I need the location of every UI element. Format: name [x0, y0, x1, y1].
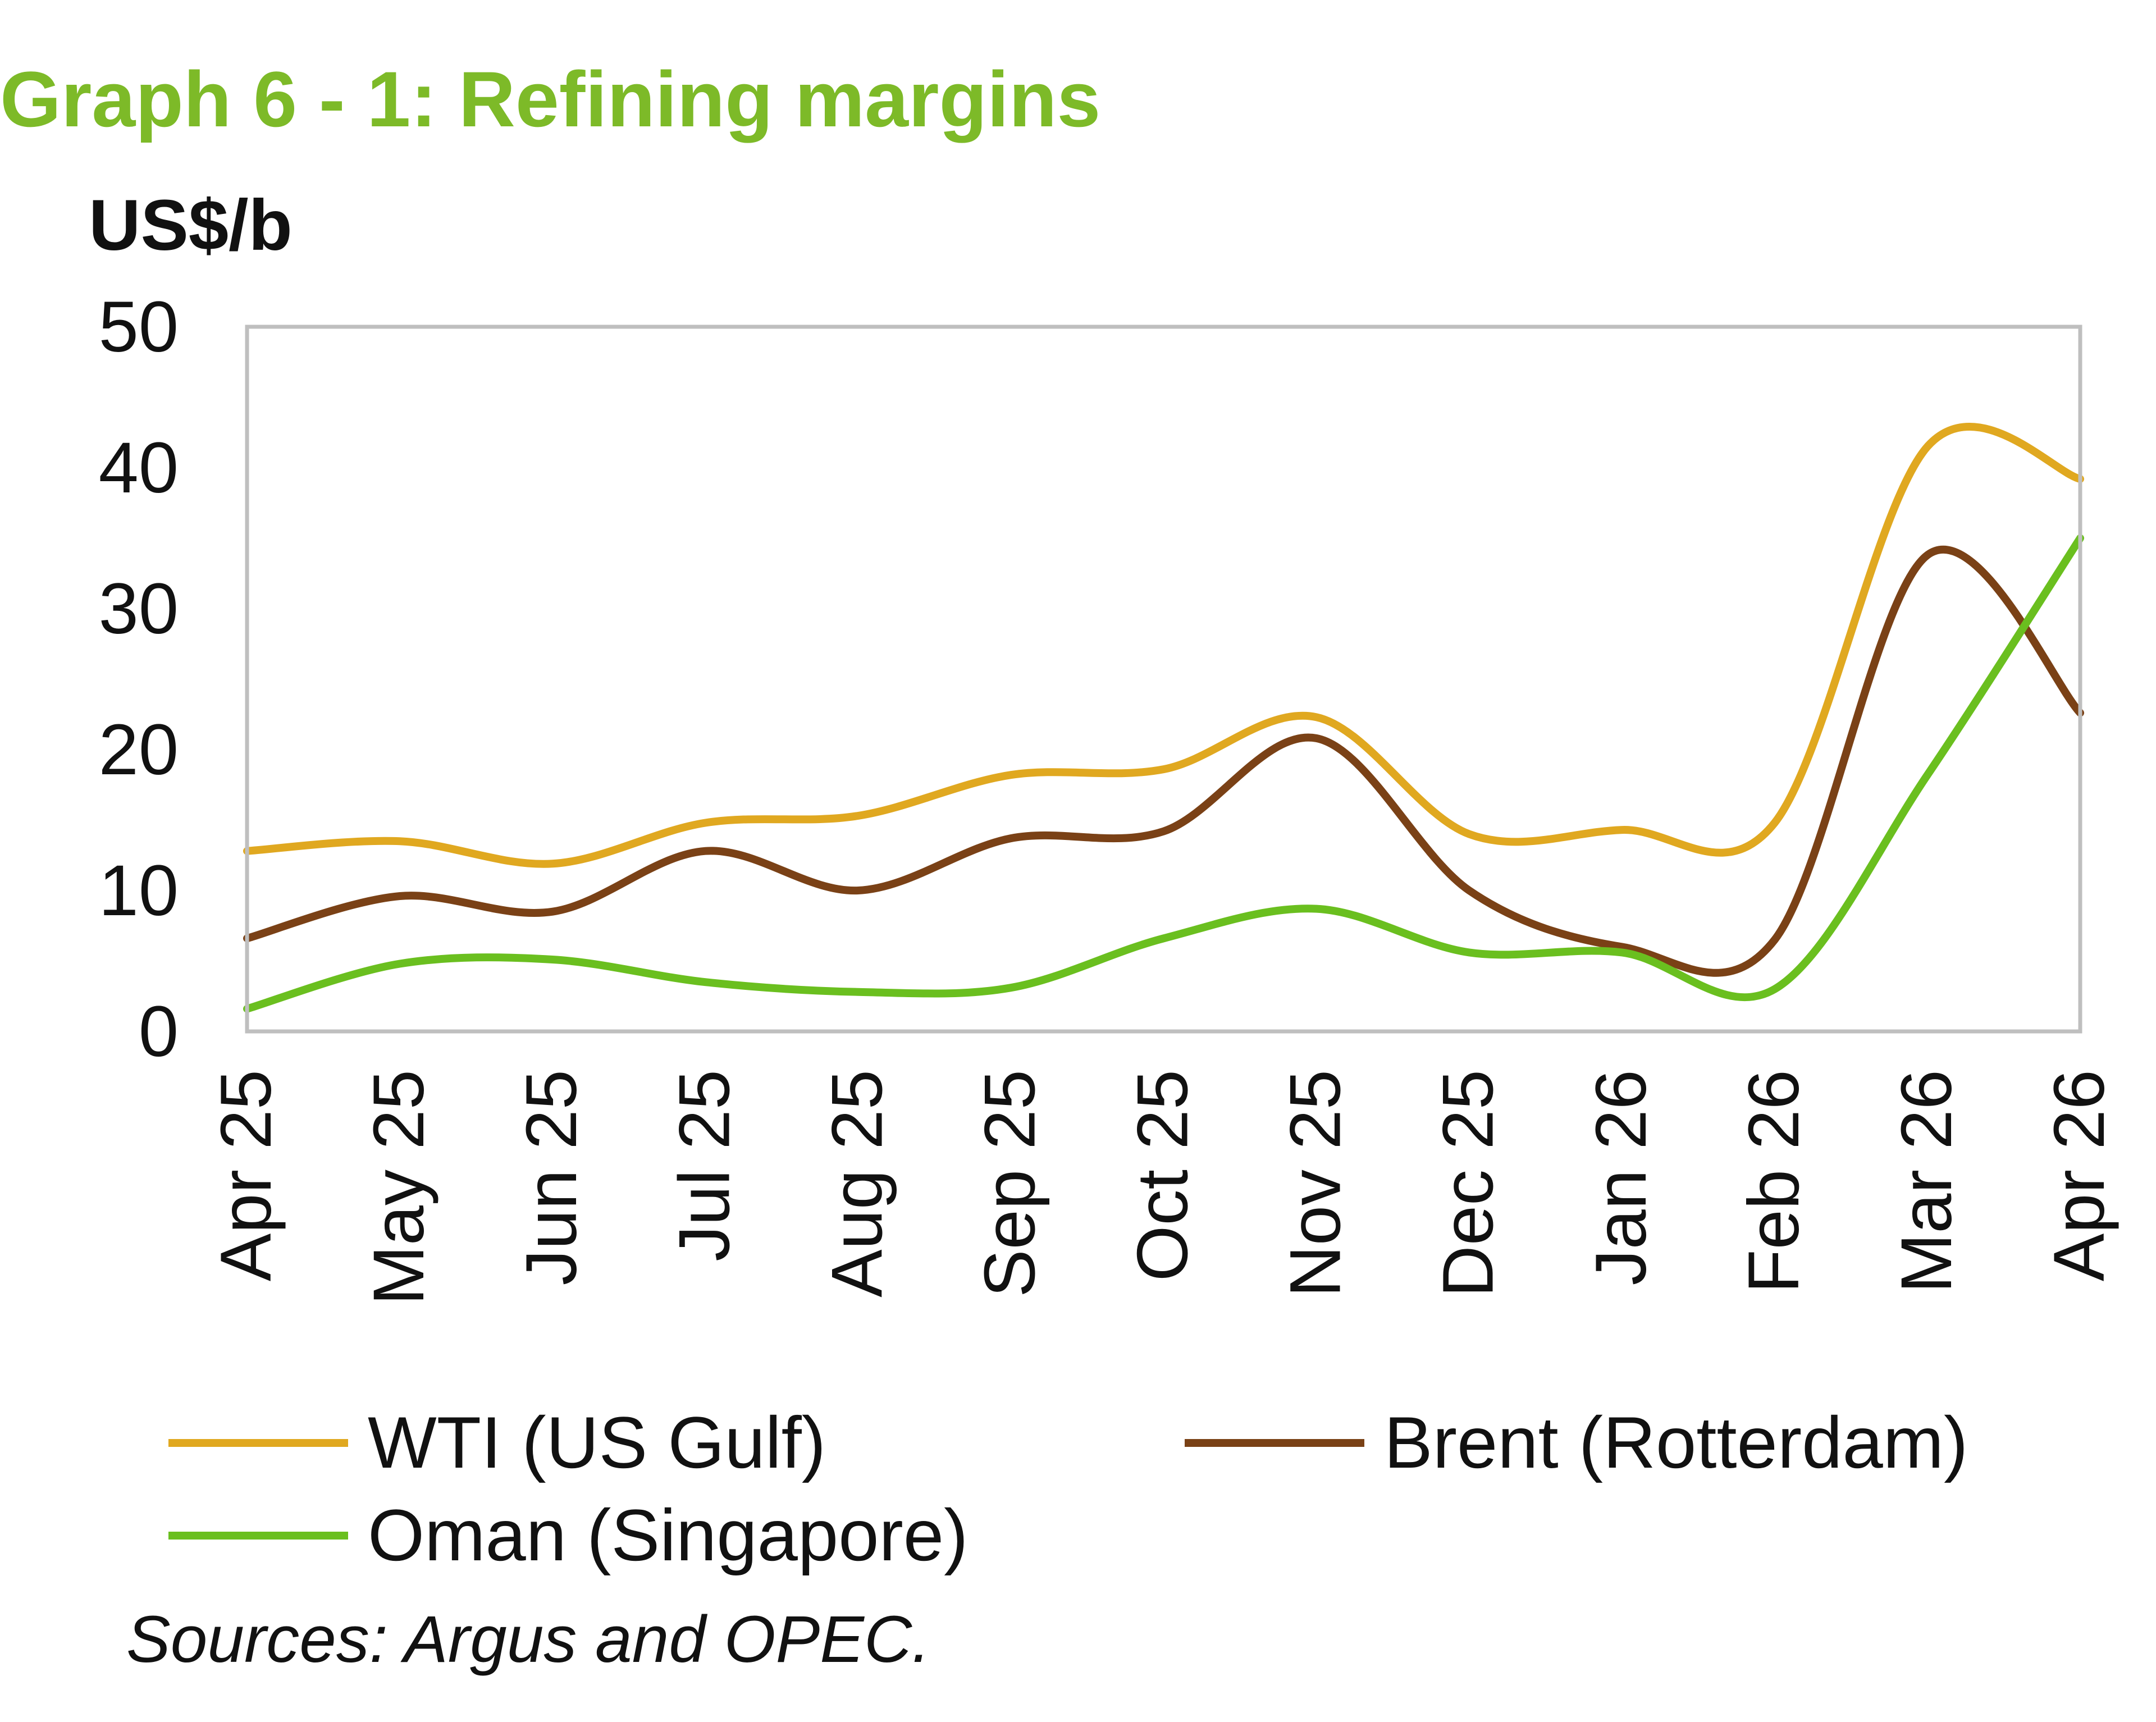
x-tick-label: Apr 26: [2039, 1070, 2120, 1281]
plot-area-frame: [245, 325, 2082, 1034]
series-line-brent: [243, 546, 2084, 977]
chart-title: Graph 6 - 1: Refining margins: [0, 55, 1100, 143]
legend-label: Oman (Singapore): [368, 1494, 968, 1576]
x-tick-label: Nov 25: [1276, 1070, 1356, 1298]
x-tick-label: Sep 25: [970, 1070, 1050, 1298]
x-tick-label: Jan 26: [1581, 1070, 1661, 1285]
series-line-wti: [243, 423, 2084, 868]
x-tick-label: Mar 26: [1886, 1070, 1967, 1293]
x-tick-label: Aug 25: [817, 1070, 897, 1298]
x-tick-label: Dec 25: [1428, 1070, 1509, 1298]
x-tick-label: Jul 25: [664, 1070, 744, 1262]
x-tick-label: Oct 25: [1123, 1070, 1203, 1281]
legend-label: WTI (US Gulf): [368, 1401, 826, 1483]
series-line-oman: [243, 534, 2084, 1013]
source-note: Sources: Argus and OPEC.: [126, 1602, 930, 1677]
y-axis-label: US$/b: [89, 185, 293, 266]
legend-item-brent: Brent (Rotterdam): [1185, 1401, 1968, 1483]
x-tick-label: Jun 25: [511, 1070, 592, 1285]
series-lines: [243, 423, 2084, 1013]
y-tick-label: 0: [139, 992, 179, 1072]
legend-item-wti: WTI (US Gulf): [168, 1401, 826, 1483]
x-tick-label: Apr 25: [206, 1070, 286, 1281]
y-tick-label: 50: [99, 287, 179, 367]
x-tick-label: Feb 26: [1734, 1070, 1814, 1294]
y-tick-label: 30: [99, 569, 179, 649]
x-axis-ticks: Apr 25 May 25 Jun 25 Jul 25 Aug 25 Sep 25 Oct …: [206, 1070, 2120, 1305]
y-tick-label: 40: [99, 428, 179, 508]
legend: WTI (US Gulf) Brent (Rotterdam) Oman (Sing…: [168, 1401, 1968, 1576]
legend-item-oman: Oman (Singapore): [168, 1494, 968, 1576]
x-tick-label: May 25: [359, 1070, 439, 1305]
y-tick-label: 20: [99, 710, 179, 790]
y-tick-label: 10: [99, 851, 179, 931]
y-axis-ticks: 0 10 20 30 40 50: [99, 287, 179, 1072]
legend-label: Brent (Rotterdam): [1384, 1401, 1968, 1483]
